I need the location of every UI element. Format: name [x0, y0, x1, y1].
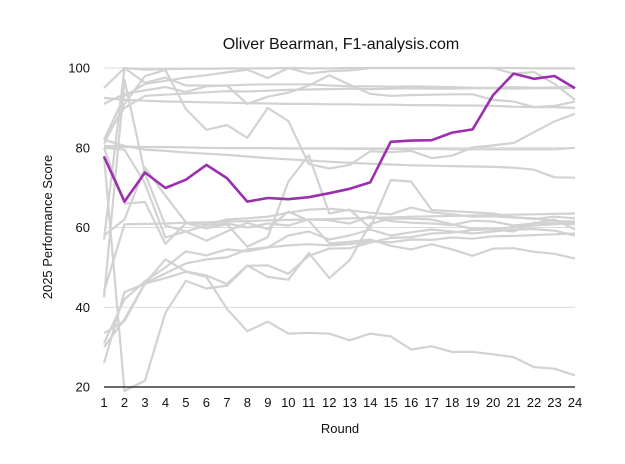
series-line-2 [103, 96, 576, 109]
y-tick-label: 100 [68, 61, 90, 76]
x-tick-label: 7 [223, 395, 230, 410]
x-tick-label: 5 [182, 395, 189, 410]
y-tick-labels: 20 40 60 80 100 [68, 61, 90, 395]
y-tick-label: 40 [76, 300, 90, 315]
series-line-7 [103, 138, 576, 179]
x-tick-label: 9 [264, 395, 271, 410]
series-line-8 [103, 166, 576, 237]
x-tick-label: 22 [527, 395, 541, 410]
other-drivers-series [102, 66, 576, 393]
highlight-series-line [102, 72, 576, 203]
x-tick-label: 2 [121, 395, 128, 410]
x-tick-label: 6 [203, 395, 210, 410]
highlight-series [102, 72, 576, 203]
x-tick-label: 21 [506, 395, 520, 410]
x-tick-labels: 1 2 3 4 5 6 7 8 9 10 11 12 13 14 15 16 17 18 19 20 21 22 23 24 [100, 395, 582, 410]
series-line-4 [103, 66, 576, 141]
y-tick-label: 20 [76, 380, 90, 395]
y-tick-label: 80 [76, 140, 90, 155]
series-line-17 [102, 155, 576, 393]
x-tick-label: 12 [322, 395, 336, 410]
series-line-11 [103, 232, 576, 335]
x-axis-label: Round [321, 421, 359, 436]
x-tick-label: 17 [424, 395, 438, 410]
series-line-5 [103, 74, 576, 109]
x-tick-label: 11 [302, 395, 316, 410]
x-tick-label: 15 [383, 395, 397, 410]
y-axis-label: 2025 Performance Score [40, 155, 55, 300]
series-line-14 [102, 78, 576, 298]
x-tick-label: 3 [141, 395, 148, 410]
x-tick-label: 20 [486, 395, 500, 410]
y-tick-label: 60 [76, 220, 90, 235]
series-line-19 [102, 212, 576, 292]
x-tick-label: 1 [100, 395, 107, 410]
x-tick-label: 10 [281, 395, 295, 410]
x-tick-label: 18 [445, 395, 459, 410]
series-line-12 [102, 270, 576, 377]
series-line-18 [103, 146, 576, 239]
series-line-10 [103, 228, 576, 344]
series-line-1 [103, 144, 576, 151]
x-tick-label: 4 [162, 395, 169, 410]
series-line-6 [103, 68, 576, 170]
x-tick-label: 13 [343, 395, 357, 410]
x-tick-label: 8 [244, 395, 251, 410]
x-tick-label: 23 [547, 395, 561, 410]
x-tick-label: 19 [465, 395, 479, 410]
x-tick-label: 24 [568, 395, 582, 410]
x-tick-label: 14 [363, 395, 377, 410]
chart-title: Oliver Bearman, F1-analysis.com [223, 36, 460, 53]
x-tick-label: 16 [404, 395, 418, 410]
series-line-16 [103, 86, 576, 141]
